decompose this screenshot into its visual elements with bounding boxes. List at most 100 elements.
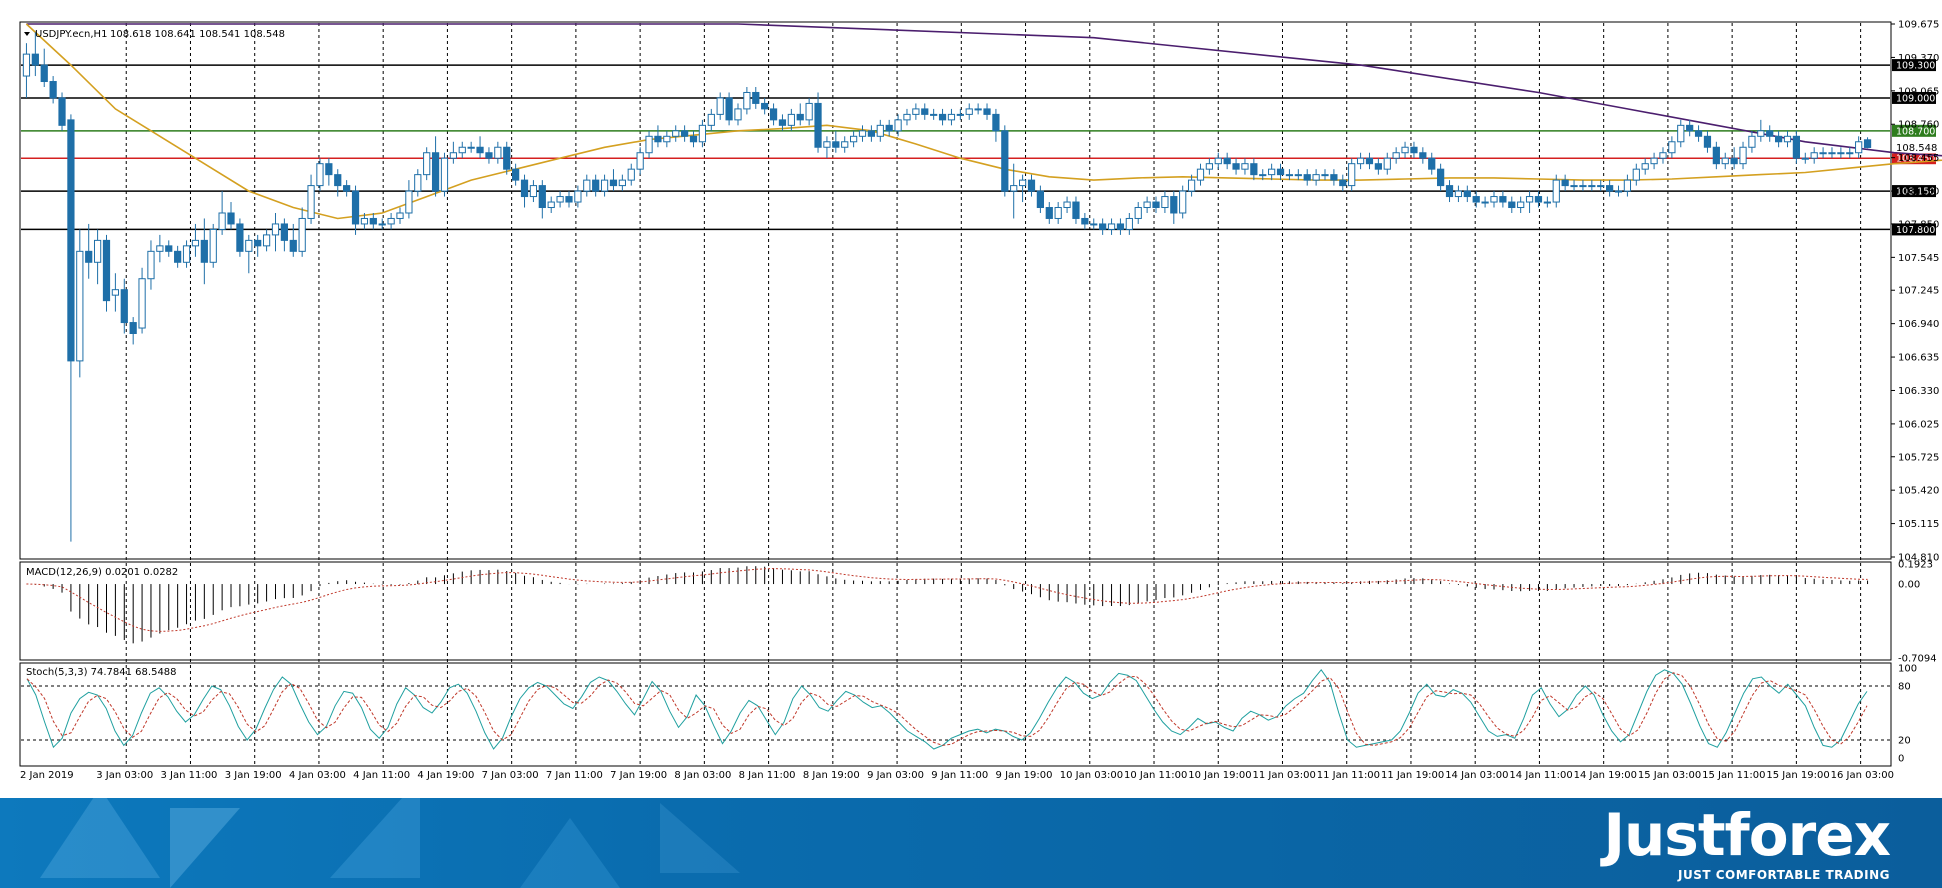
x-tick-label: 3 Jan 19:00 <box>225 770 282 781</box>
x-tick-label: 7 Jan 19:00 <box>610 770 667 781</box>
candle-body <box>867 130 876 137</box>
candle-body <box>894 119 902 132</box>
brand-logo: Justforex JUST COMFORTABLE TRADING <box>1603 801 1891 882</box>
candle-body <box>965 108 973 115</box>
candle-body <box>227 212 235 225</box>
candle-body <box>236 223 244 252</box>
candle-body <box>1757 130 1765 137</box>
candle-body <box>467 146 475 149</box>
candle-body <box>325 163 333 176</box>
candle-body <box>93 239 102 263</box>
candle-body <box>618 179 626 187</box>
x-tick-label: 7 Jan 11:00 <box>546 770 603 781</box>
candle-body <box>600 179 609 192</box>
candle-body <box>334 174 342 187</box>
level-tag <box>1892 59 1936 72</box>
candle-body <box>1855 141 1863 154</box>
candle-body <box>1437 168 1445 187</box>
x-tick-label: 14 Jan 03:00 <box>1445 770 1508 781</box>
stoch-tick-label: 80 <box>1898 682 1911 693</box>
x-tick-label: 11 Jan 19:00 <box>1381 770 1444 781</box>
candle-body <box>556 196 564 203</box>
candle-body <box>1116 223 1125 230</box>
x-tick-label: 8 Jan 03:00 <box>674 770 731 781</box>
candle-body <box>343 185 351 192</box>
candle-body <box>271 223 280 236</box>
y-tick-label: 106.940 <box>1898 319 1939 330</box>
candle-body <box>1072 201 1080 219</box>
candle-body <box>1597 185 1605 188</box>
candle-body <box>485 152 493 159</box>
macd-tick-label: -0.7094 <box>1898 654 1937 665</box>
x-tick-label: 8 Jan 11:00 <box>739 770 796 781</box>
candle-body <box>1223 157 1231 165</box>
candle-body <box>369 217 377 225</box>
candle-body <box>1623 179 1632 192</box>
candle-body <box>689 135 698 143</box>
candle-body <box>494 146 502 159</box>
candle-body <box>111 289 120 296</box>
macd-indicator: 0.1923 0.00 -0.7094 <box>26 560 1937 665</box>
candle-body <box>1063 201 1071 209</box>
candle-body <box>1819 152 1827 155</box>
x-tick-label: 4 Jan 19:00 <box>417 770 474 781</box>
x-tick-label: 16 Jan 03:00 <box>1831 770 1894 781</box>
y-tick-label: 109.370 <box>1898 53 1939 64</box>
x-tick-label: 8 Jan 19:00 <box>803 770 860 781</box>
candle-body <box>547 201 555 209</box>
candle-body <box>787 113 795 126</box>
level-tag-label: 108.700 <box>1896 126 1935 137</box>
stoch-main-line <box>26 668 1868 750</box>
brand-footer: Justforex JUST COMFORTABLE TRADING <box>0 798 1942 888</box>
y-tick-label: 107.545 <box>1898 253 1939 264</box>
candle-body <box>1632 168 1640 181</box>
candle-body <box>1125 217 1133 230</box>
candle-body <box>654 135 662 143</box>
ohlc-label: 108.618 108.641 108.541 108.548 <box>110 29 285 40</box>
candle-body <box>85 250 93 263</box>
candle-body <box>1321 174 1329 177</box>
candle-body <box>289 239 297 252</box>
candle-body <box>796 113 804 121</box>
candle-body <box>734 108 742 121</box>
candle-body <box>387 217 395 225</box>
horizontal-levels: 109.300 109.000 108.700 108.450 108.150 107.8… <box>21 59 1937 236</box>
x-tick-label: 11 Jan 11:00 <box>1317 770 1380 781</box>
candle-body <box>761 102 769 110</box>
candle-body <box>1348 163 1356 187</box>
candle-body <box>1268 168 1276 176</box>
candle-body <box>218 212 226 230</box>
level-tag-label: 108.150 <box>1896 187 1935 198</box>
candle-body <box>1445 185 1454 198</box>
candle-body <box>520 179 529 198</box>
candle-body <box>938 113 947 121</box>
candle-body <box>1027 179 1036 192</box>
y-tick-label: 108.150 <box>1898 187 1939 198</box>
candle-body <box>1330 174 1338 181</box>
x-tick-label: 10 Jan 19:00 <box>1188 770 1251 781</box>
candle-body <box>1614 190 1623 193</box>
candle-body <box>609 179 618 187</box>
candle-body <box>1419 152 1427 159</box>
candle-body <box>503 146 511 170</box>
brand-name: Justforex <box>1603 801 1891 869</box>
candle-body <box>1748 135 1756 148</box>
x-tick-label: 15 Jan 11:00 <box>1702 770 1765 781</box>
candle-body <box>583 179 591 192</box>
candle-body <box>1374 163 1382 170</box>
candle-body <box>1232 163 1240 170</box>
symbol-dropdown-icon[interactable] <box>24 32 30 36</box>
level-tag-label: 107.800 <box>1896 225 1935 236</box>
y-tick-label: 106.330 <box>1898 386 1939 397</box>
candle-body <box>627 168 635 181</box>
candle-body <box>1534 196 1543 203</box>
candle-body <box>1588 185 1596 188</box>
candle-body <box>316 163 324 187</box>
candle-body <box>1668 141 1676 154</box>
candle-body <box>1214 157 1222 165</box>
candle-body <box>476 146 484 154</box>
level-tag-label: 108.450 <box>1896 154 1935 165</box>
candle-body <box>360 217 369 225</box>
candle-body <box>1187 179 1196 192</box>
candle-body <box>1472 196 1480 203</box>
